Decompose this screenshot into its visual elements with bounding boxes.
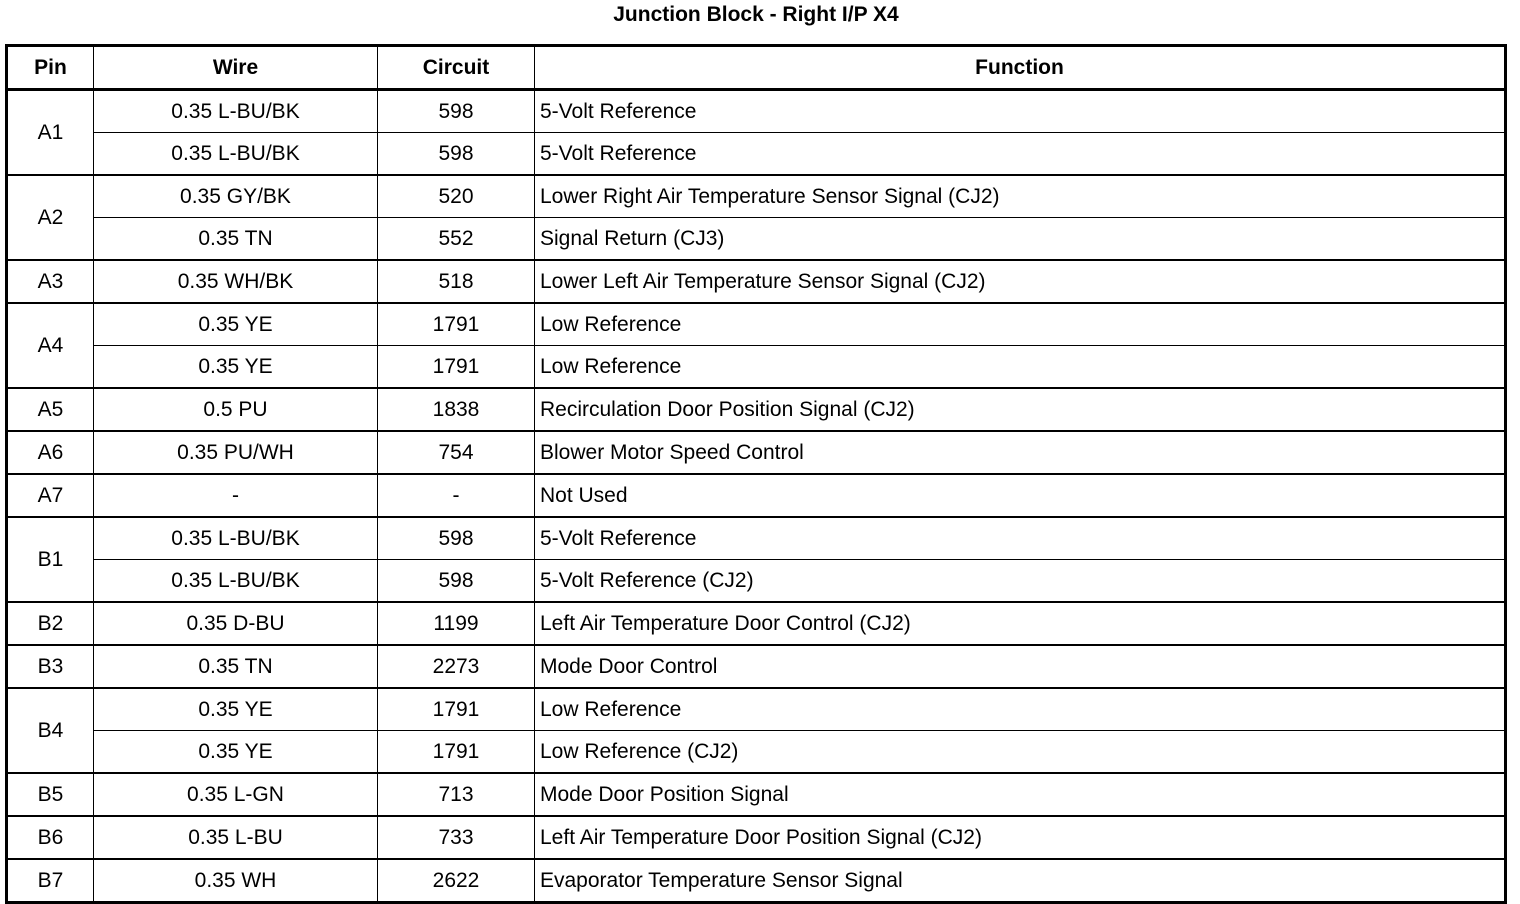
table-row: B6 0.35 L-BU 733 Left Air Temperature Door … [6,815,1506,860]
header-pin: Pin [6,45,94,91]
function-cell: 5-Volt Reference [534,516,1506,560]
wire-cell: 0.35 L-GN [93,772,378,817]
function-cell: Low Reference [534,302,1506,346]
circuit-cell: 754 [377,430,535,475]
function-cell: Low Reference [534,345,1506,389]
circuit-cell: 518 [377,259,535,304]
wire-cell: - [93,473,378,518]
header-row: Pin Wire Circuit Function [6,45,1506,91]
table-row: A5 0.5 PU 1838 Recirculation Door Position … [6,387,1506,432]
function-cell: Evaporator Temperature Sensor Signal [534,858,1506,903]
circuit-cell: 598 [377,89,535,133]
pin-cell: A7 [6,473,94,518]
circuit-cell: 2273 [377,644,535,689]
pin-cell: A5 [6,387,94,432]
circuit-cell: 1791 [377,687,535,731]
pin-cell: A6 [6,430,94,475]
pin-cell: B4 [6,687,94,774]
pin-cell: B6 [6,815,94,860]
circuit-cell: 1791 [377,345,535,389]
table-row: 0.35 L-BU/BK 598 5-Volt Reference [7,132,1506,176]
wire-cell: 0.35 YE [93,687,378,731]
table-row: A1 0.35 L-BU/BK 598 5-Volt Reference [6,89,1506,176]
wire-cell: 0.35 PU/WH [93,430,378,475]
circuit-cell: 520 [377,174,535,218]
document-title: Junction Block - Right I/P X4 [613,3,899,26]
circuit-cell: 2622 [377,858,535,903]
circuit-cell: 598 [377,516,535,560]
wire-cell: 0.5 PU [93,387,378,432]
wire-cell: 0.35 L-BU/BK [93,559,378,603]
wire-cell: 0.35 TN [93,644,378,689]
function-cell: 5-Volt Reference [534,89,1506,133]
wire-cell: 0.35 L-BU/BK [93,132,378,176]
circuit-cell: - [377,473,535,518]
wire-cell: 0.35 YE [93,730,378,774]
circuit-cell: 552 [377,217,535,261]
wire-cell: 0.35 YE [93,345,378,389]
function-cell: Mode Door Position Signal [534,772,1506,817]
function-cell: 5-Volt Reference [534,132,1506,176]
table-row: B4 0.35 YE 1791 Low Reference [6,687,1506,774]
function-cell: Mode Door Control [534,644,1506,689]
pin-cell: A3 [6,259,94,304]
table-row: B5 0.35 L-GN 713 Mode Door Position Signal [6,772,1506,817]
function-cell: Left Air Temperature Door Control (CJ2) [534,601,1506,646]
wire-cell: 0.35 GY/BK [93,174,378,218]
circuit-cell: 733 [377,815,535,860]
pin-cell: B1 [6,516,94,603]
circuit-cell: 598 [377,559,535,603]
pin-cell: A1 [6,89,94,176]
pin-cell: A2 [6,174,94,261]
table-row: A7- - Not Used [6,473,1506,518]
circuit-cell: 1791 [377,730,535,774]
function-cell: Low Reference [534,687,1506,731]
circuit-cell: 1838 [377,387,535,432]
function-cell: Blower Motor Speed Control [534,430,1506,475]
pin-cell: B2 [6,601,94,646]
table-row: B2 0.35 D-BU 1199 Left Air Temperature Door… [6,601,1506,646]
function-cell: Lower Left Air Temperature Sensor Signal… [534,259,1506,304]
header-circuit: Circuit [377,45,535,91]
pin-cell: B3 [6,644,94,689]
wire-cell: 0.35 WH/BK [93,259,378,304]
wire-cell: 0.35 YE [93,302,378,346]
circuit-cell: 1199 [377,601,535,646]
table-row: 0.35 YE 1791 Low Reference (CJ2) [7,730,1506,774]
wire-cell: 0.35 L-BU/BK [93,89,378,133]
circuit-cell: 598 [377,132,535,176]
header-function: Function [534,45,1506,91]
pinout-table: Pin Wire Circuit Function A1 0.35 L-BU/BK… [5,44,1507,904]
table-row: A2 0.35 GY/BK 520 Lower Right Air Temperatu… [6,174,1506,261]
function-cell: Not Used [534,473,1506,518]
function-cell: Lower Right Air Temperature Sensor Signa… [534,174,1506,218]
pin-cell: A4 [6,302,94,389]
circuit-cell: 1791 [377,302,535,346]
wire-cell: 0.35 TN [93,217,378,261]
table-row: 0.35 YE 1791 Low Reference [7,345,1506,389]
header-wire: Wire [93,45,378,91]
table-row: B7 0.35 WH 2622 Evaporator Temperature Sens… [6,858,1506,903]
table-row: A3 0.35 WH/BK 518 Lower Left Air Temperatur… [6,259,1506,304]
function-cell: 5-Volt Reference (CJ2) [534,559,1506,603]
circuit-cell: 713 [377,772,535,817]
table-row: B3 0.35 TN 2273 Mode Door Control [6,644,1506,689]
wire-cell: 0.35 WH [93,858,378,903]
pin-cell: B7 [6,858,94,903]
function-cell: Signal Return (CJ3) [534,217,1506,261]
function-cell: Low Reference (CJ2) [534,730,1506,774]
wire-cell: 0.35 L-BU [93,815,378,860]
table-row: 0.35 L-BU/BK 598 5-Volt Reference (CJ2) [7,559,1506,603]
function-cell: Left Air Temperature Door Position Signa… [534,815,1506,860]
table-row: 0.35 TN 552 Signal Return (CJ3) [7,217,1506,261]
table-row: A6 0.35 PU/WH 754 Blower Motor Speed Contro… [6,430,1506,475]
table-row: A4 0.35 YE 1791 Low Reference [6,302,1506,389]
function-cell: Recirculation Door Position Signal (CJ2) [534,387,1506,432]
wire-cell: 0.35 D-BU [93,601,378,646]
table-row: B1 0.35 L-BU/BK 598 5-Volt Reference [6,516,1506,603]
wire-cell: 0.35 L-BU/BK [93,516,378,560]
pin-cell: B5 [6,772,94,817]
